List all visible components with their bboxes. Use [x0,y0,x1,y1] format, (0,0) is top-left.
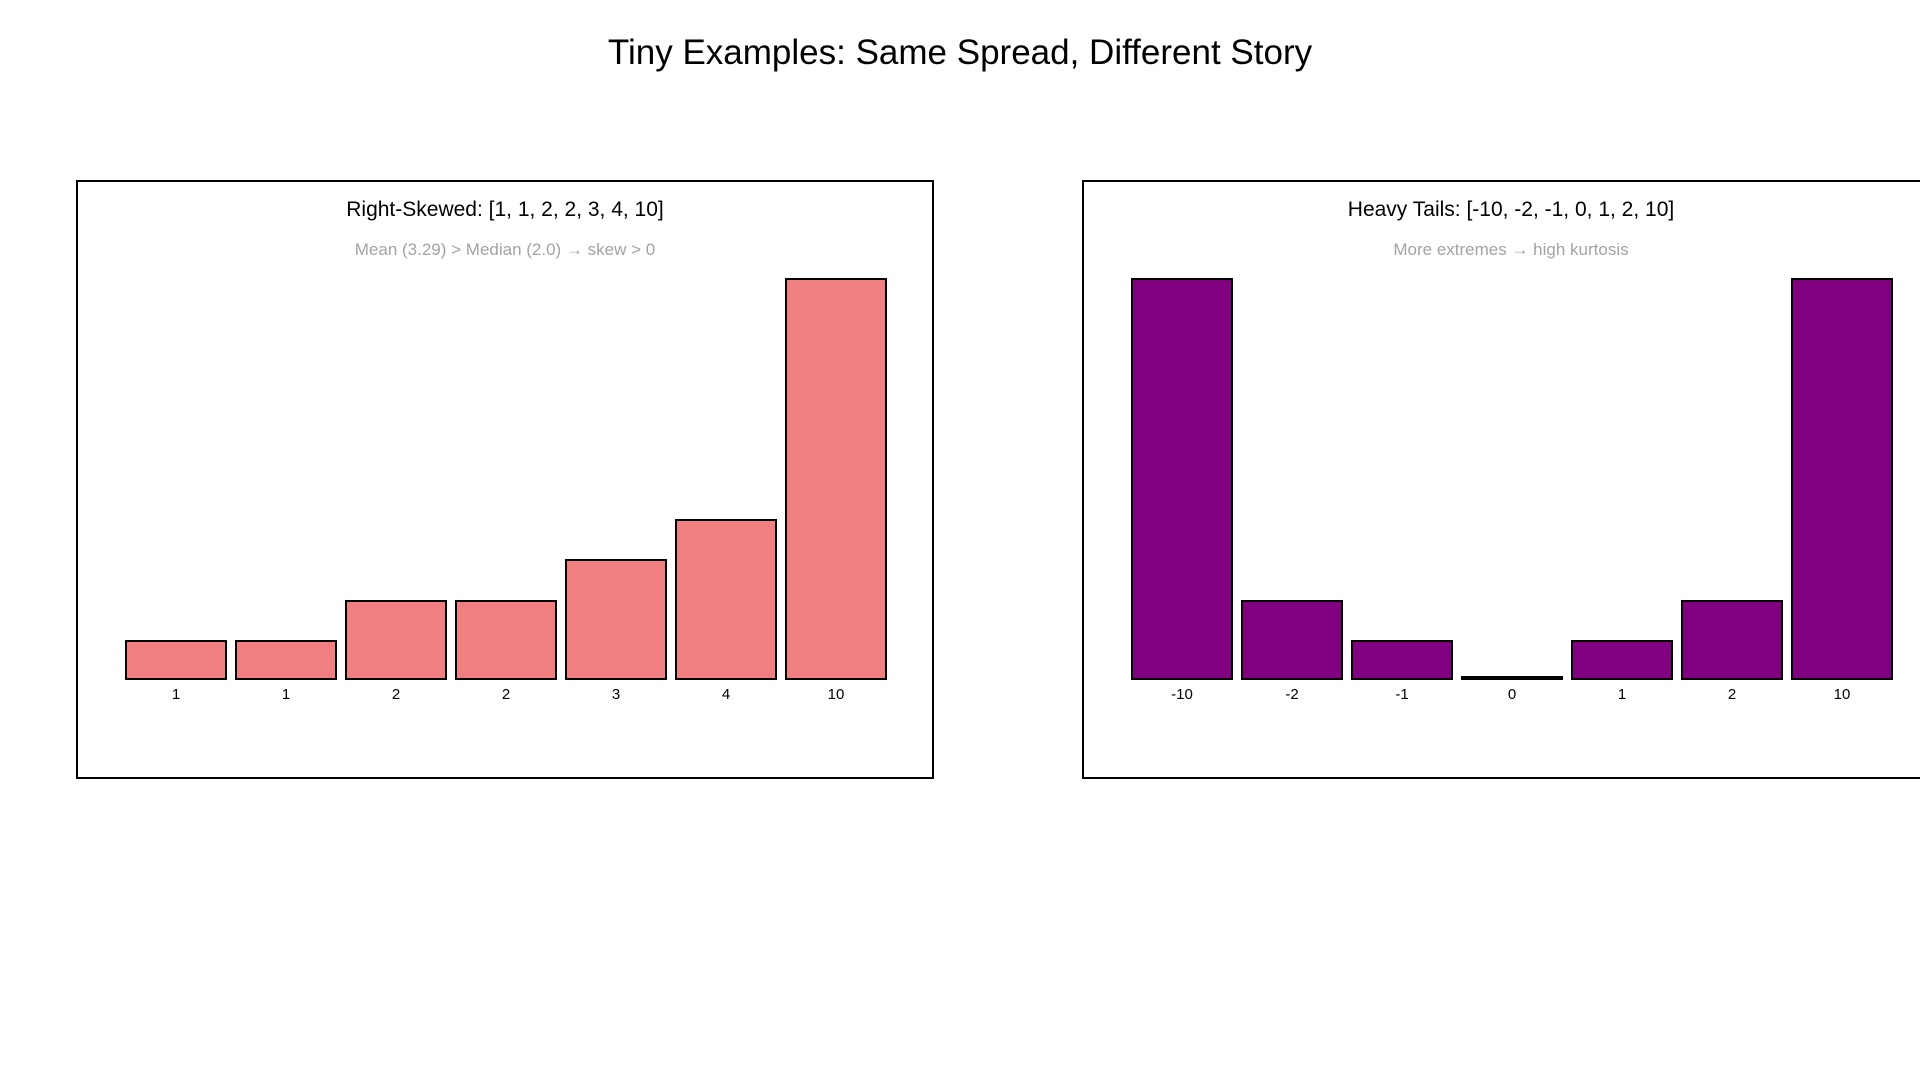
bar-2 [345,600,447,680]
x-tick-label: -2 [1285,686,1299,703]
panel-title: Heavy Tails: [-10, -2, -1, 0, 1, 2, 10] [1347,198,1675,221]
x-tick-label: 10 [827,686,845,703]
panel-subtitle: Mean (3.29) > Median (2.0) → skew > 0 [354,240,656,259]
chart-panel-heavy-tails: Heavy Tails: [-10, -2, -1, 0, 1, 2, 10] … [1082,180,1920,779]
x-tick-label: 2 [501,686,511,703]
bar--1 [1351,640,1453,680]
bar--10 [1131,278,1233,680]
bar-0 [1461,676,1563,680]
bar-1 [235,640,337,680]
bar-2 [1681,600,1783,680]
x-tick-label: 2 [391,686,401,703]
bar-4 [675,519,777,680]
x-tick-label: 10 [1833,686,1851,703]
bar-1 [1571,640,1673,680]
panel-subtitle: More extremes → high kurtosis [1393,240,1629,259]
x-tick-label: 1 [1617,686,1627,703]
x-tick-label: 4 [721,686,731,703]
bar-1 [125,640,227,680]
bar-10 [785,278,887,680]
x-tick-label: 0 [1507,686,1517,703]
x-tick-label: -10 [1171,686,1193,703]
bar-2 [455,600,557,680]
bar-3 [565,559,667,680]
bar-10 [1791,278,1893,680]
bar--2 [1241,600,1343,680]
figure-title: Tiny Examples: Same Spread, Different St… [607,33,1313,72]
x-tick-label: 2 [1727,686,1737,703]
chart-panel-right-skewed: Right-Skewed: [1, 1, 2, 2, 3, 4, 10] Mea… [76,180,934,779]
bars-container: -10 -2 -1 0 1 2 10 [1084,182,1920,777]
x-tick-label: 1 [281,686,291,703]
panel-title: Right-Skewed: [1, 1, 2, 2, 3, 4, 10] [346,198,664,221]
x-tick-label: 3 [611,686,621,703]
x-tick-label: 1 [171,686,181,703]
x-tick-label: -1 [1395,686,1409,703]
bars-container: 1 1 2 2 3 4 10 [78,182,932,777]
